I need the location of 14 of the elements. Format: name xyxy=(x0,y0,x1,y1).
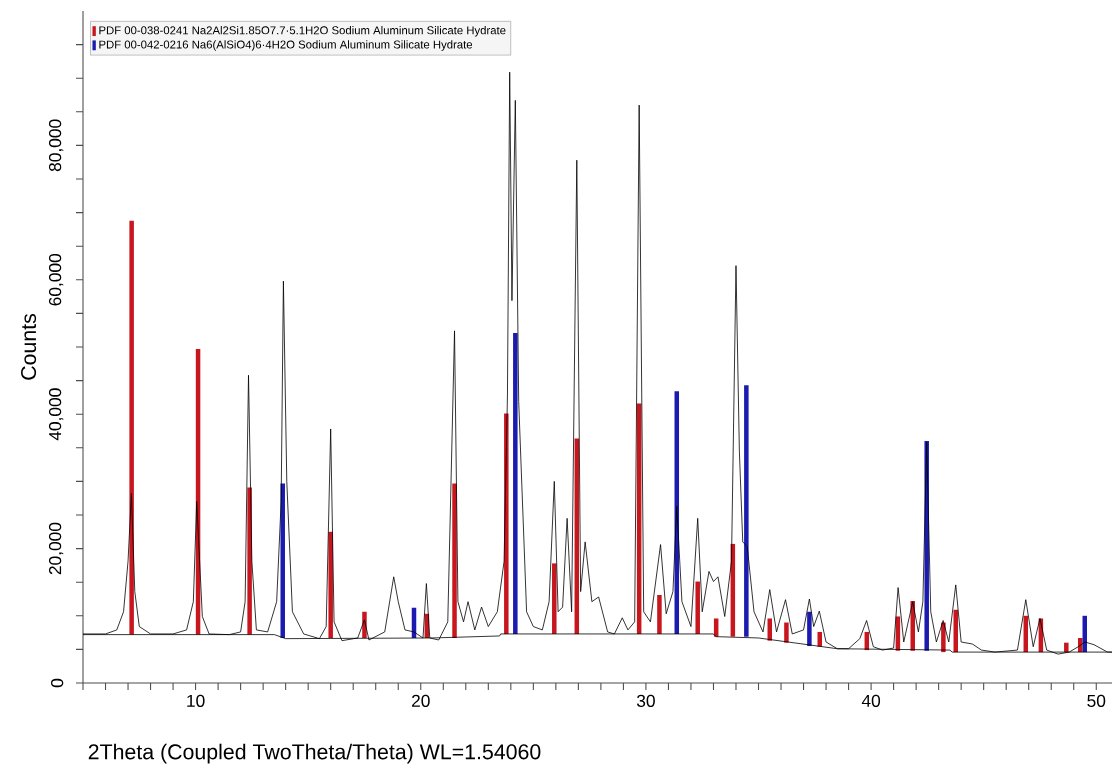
legend-label: PDF 00-038-0241 Na2Al2Si1.85O7.7·5.1H2O Sodium Aluminum Silicate Hydrate xyxy=(99,26,506,37)
y-axis-title: Counts xyxy=(21,313,37,380)
x-tick-label: 30 xyxy=(636,694,655,707)
x-tick-label: 50 xyxy=(1087,694,1106,707)
legend-label: PDF 00-042-0216 Na6(AlSiO4)6·4H2O Sodium Aluminum Silicate Hydrate xyxy=(99,40,473,51)
x-tick-label: 40 xyxy=(861,694,881,707)
x-tick-label: 10 xyxy=(187,694,205,707)
y-tick-label: 20,000 xyxy=(48,522,64,575)
y-tick-label: 60,000 xyxy=(48,253,64,306)
x-axis-title: 2Theta (Coupled TwoTheta/Theta) WL=1.54060 xyxy=(88,743,541,764)
x-tick-label: 20 xyxy=(411,694,430,707)
y-tick-label: 0 xyxy=(51,678,64,688)
y-tick-label: 40,000 xyxy=(48,388,64,441)
y-tick-label: 80,000 xyxy=(48,119,64,172)
